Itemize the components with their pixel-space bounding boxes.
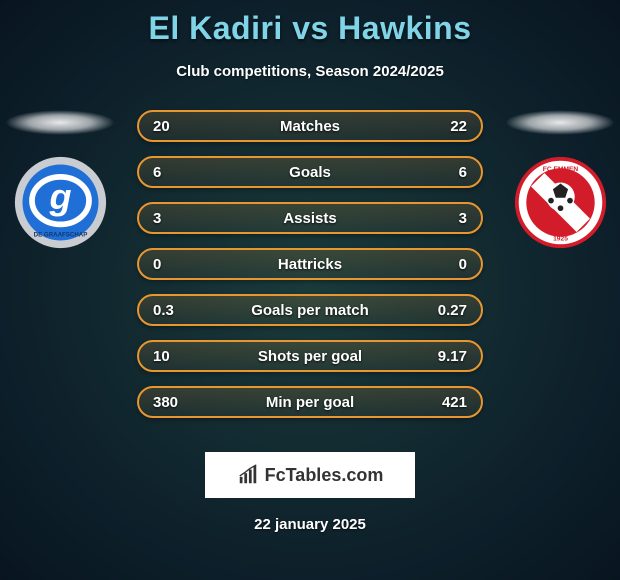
stat-value-right: 0.27 [427,302,467,319]
stat-value-left: 3 [153,210,193,227]
svg-text:1925: 1925 [553,236,568,243]
stat-value-right: 3 [427,210,467,227]
stat-value-right: 9.17 [427,348,467,365]
page-title: El Kadiri vs Hawkins [0,10,620,47]
stat-value-left: 20 [153,118,193,135]
spotlight-ellipse-left [5,110,115,135]
stat-value-right: 0 [427,256,467,273]
svg-text:DE GRAAFSCHAP: DE GRAAFSCHAP [33,232,87,239]
stat-value-right: 22 [427,118,467,135]
stat-row: 10Shots per goal9.17 [137,340,483,372]
stats-area: g DE GRAAFSCHAP FC EMMEN 1925 20Match [0,110,620,440]
bar-chart-icon [237,464,259,486]
brand-text: FcTables.com [265,465,384,486]
comparison-card: El Kadiri vs Hawkins Club competitions, … [0,0,620,580]
stat-row: 0Hattricks0 [137,248,483,280]
stat-rows: 20Matches22 6Goals6 3Assists3 0Hattricks0 0.… [137,110,483,418]
stat-row: 380Min per goal421 [137,386,483,418]
team-right-column: FC EMMEN 1925 [500,110,620,250]
stat-row: 6Goals6 [137,156,483,188]
stat-value-left: 380 [153,394,193,411]
team-left-crest: g DE GRAAFSCHAP [13,155,108,250]
svg-text:FC EMMEN: FC EMMEN [542,166,578,173]
stat-value-left: 0.3 [153,302,193,319]
stat-value-right: 6 [427,164,467,181]
team-left-column: g DE GRAAFSCHAP [0,110,120,250]
team-right-crest: FC EMMEN 1925 [513,155,608,250]
stat-row: 3Assists3 [137,202,483,234]
stat-value-left: 6 [153,164,193,181]
comparison-date: 22 january 2025 [0,516,620,533]
brand-badge: FcTables.com [205,452,415,498]
stat-value-right: 421 [427,394,467,411]
stat-row: 20Matches22 [137,110,483,142]
spotlight-ellipse-right [505,110,615,135]
stat-value-left: 0 [153,256,193,273]
svg-text:g: g [48,176,71,217]
stat-value-left: 10 [153,348,193,365]
subtitle: Club competitions, Season 2024/2025 [0,63,620,80]
stat-row: 0.3Goals per match0.27 [137,294,483,326]
